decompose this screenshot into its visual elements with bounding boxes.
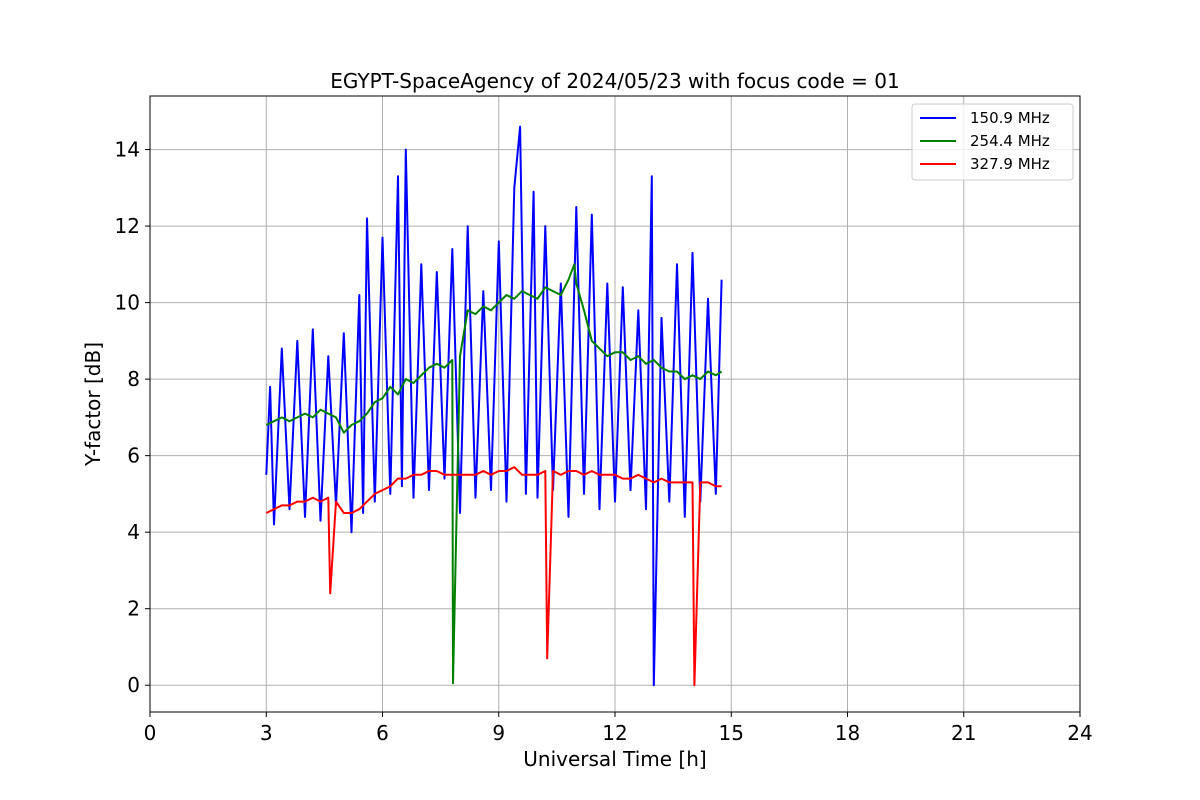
series-line-3 — [265, 466, 722, 687]
x-tick-label: 18 — [835, 721, 860, 745]
x-tick-label: 3 — [260, 721, 273, 745]
y-tick-label: 2 — [127, 597, 140, 621]
legend-label: 254.4 MHz — [970, 132, 1050, 150]
y-axis: 0 2 4 6 8 10 12 14 — [115, 138, 150, 697]
y-tick-label: 0 — [127, 673, 140, 697]
x-tick-label: 21 — [951, 721, 976, 745]
x-tick-label: 12 — [602, 721, 627, 745]
y-tick-label: 14 — [115, 138, 140, 162]
y-tick-label: 10 — [115, 291, 140, 315]
y-tick-label: 12 — [115, 214, 140, 238]
legend: 150.9 MHz 254.4 MHz 327.9 MHz — [911, 103, 1074, 181]
series-line-1 — [265, 125, 723, 687]
x-tick-label: 6 — [376, 721, 389, 745]
series-line-2 — [265, 263, 723, 685]
x-tick-label: 15 — [719, 721, 744, 745]
legend-label: 150.9 MHz — [970, 109, 1050, 127]
x-tick-label: 0 — [144, 721, 157, 745]
y-tick-label: 4 — [127, 520, 140, 544]
y-tick-label: 8 — [127, 367, 140, 391]
x-axis: 0 3 6 9 12 15 18 21 24 — [144, 712, 1093, 745]
x-tick-label: 9 — [492, 721, 505, 745]
series-layer — [265, 125, 723, 687]
legend-label: 327.9 MHz — [970, 155, 1050, 173]
x-tick-label: 24 — [1067, 721, 1092, 745]
y-tick-label: 6 — [127, 444, 140, 468]
y-axis-label: Y-factor [dB] — [81, 342, 105, 467]
legend-box — [911, 103, 1074, 181]
x-axis-label: Universal Time [h] — [523, 747, 706, 771]
chart-title: EGYPT-SpaceAgency of 2024/05/23 with foc… — [330, 69, 899, 93]
